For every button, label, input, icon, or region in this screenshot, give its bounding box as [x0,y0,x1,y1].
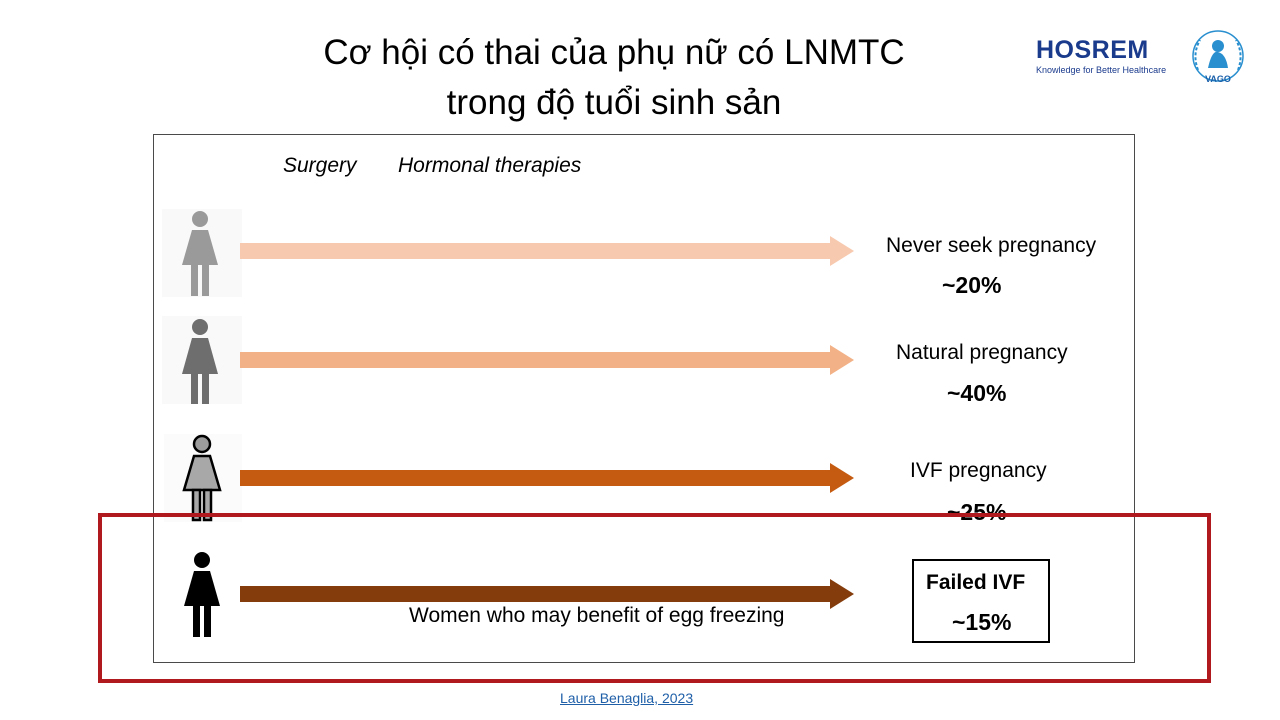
woman-figure-icon [164,434,242,522]
hosrem-logo-text: HOSREM [1036,36,1149,64]
woman-figure-icon [184,552,220,637]
vago-logo-icon: VAGO [1192,30,1244,84]
surgery-label: Surgery [283,154,357,177]
outcome-natural: Natural pregnancy [896,341,1068,364]
egg-freezing-note: Women who may benefit of egg freezing [409,604,785,627]
percent-ivf: ~25% [947,499,1007,525]
diagram-frame [153,134,1135,663]
hormonal-therapies-label: Hormonal therapies [398,154,582,177]
failed-ivf-box: Failed IVF ~15% [912,559,1050,643]
woman-figure-icon [162,316,242,404]
highlight-frame [98,513,1211,683]
arrow-row-4 [240,579,854,609]
woman-figure-icon [162,209,242,297]
outcome-ivf: IVF pregnancy [910,459,1047,482]
source-link[interactable]: Laura Benaglia, 2023 [560,690,694,706]
arrow-row-3 [240,463,854,493]
outcome-never-seek: Never seek pregnancy [886,234,1097,257]
title-line-2: trong độ tuổi sinh sản [446,83,782,122]
percent-never-seek: ~20% [942,272,1002,298]
arrow-row-2 [240,345,854,375]
hosrem-tagline: Knowledge for Better Healthcare [1036,65,1167,75]
arrow-row-1 [240,236,854,266]
title-line-1: Cơ hội có thai của phụ nữ có LNMTC [323,33,905,72]
hosrem-logo: HOSREM Knowledge for Better Healthcare [1036,36,1166,75]
percent-failed-ivf: ~15% [952,609,1012,635]
percent-natural: ~40% [947,380,1007,406]
slide-title: Cơ hội có thai của phụ nữ có LNMTC trong… [0,28,1228,128]
outcome-failed-ivf: Failed IVF [926,571,1026,594]
vago-logo-text: VAGO [1205,74,1231,84]
